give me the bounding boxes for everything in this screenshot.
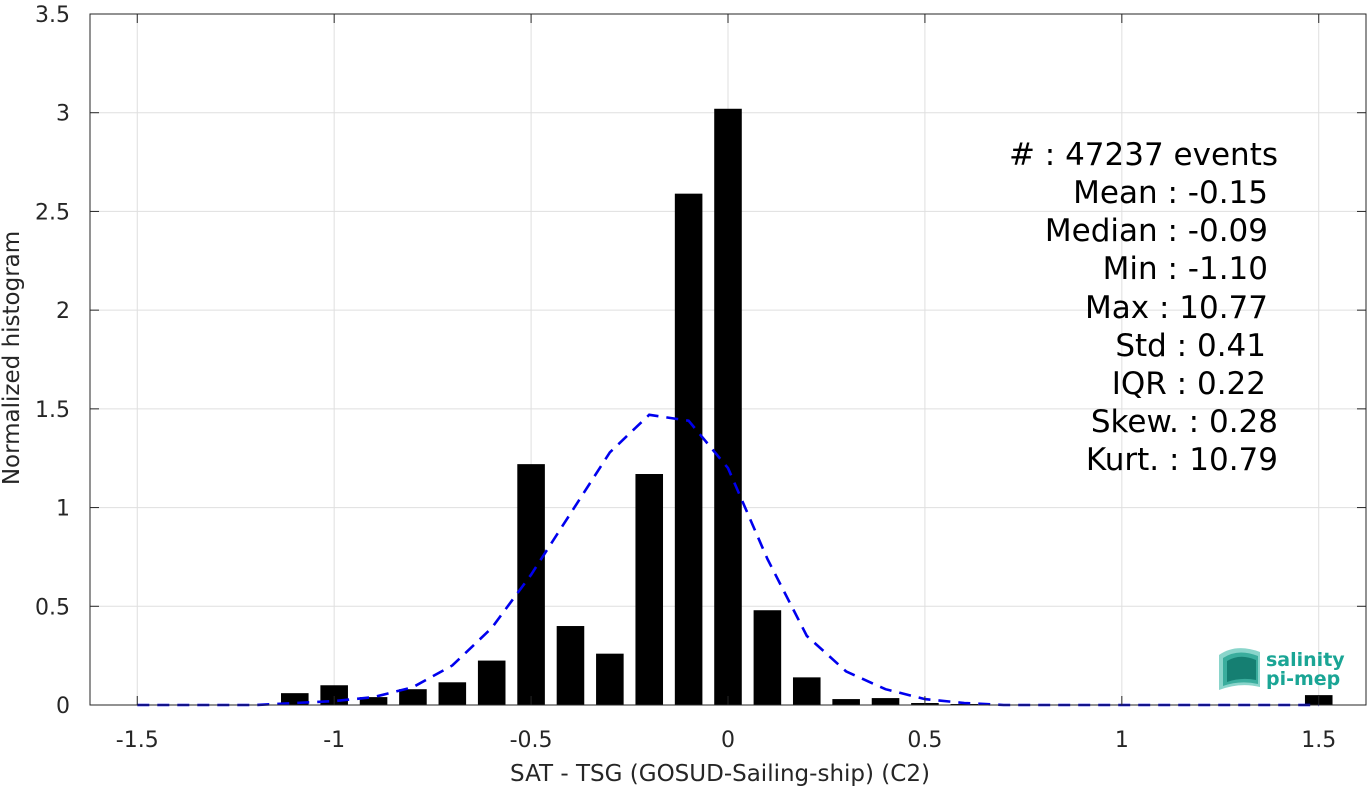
- histogram-bars: [281, 108, 1333, 706]
- stat-mean: Mean : -0.15: [1073, 175, 1268, 211]
- y-tick-label: 2: [56, 299, 70, 324]
- logo-text-salinity: salinity: [1266, 649, 1345, 671]
- x-tick-label: 1.5: [1301, 728, 1336, 753]
- x-tick-label: -0.5: [510, 728, 553, 753]
- stat-iqr: IQR : 0.22: [1112, 366, 1266, 402]
- stats-box: # : 47237 events Mean : -0.15 Median : -…: [1009, 137, 1278, 478]
- histogram-bar: [477, 660, 506, 705]
- histogram-bar: [635, 474, 664, 705]
- stat-max: Max : 10.77: [1085, 290, 1268, 326]
- stat-min: Min : -1.10: [1103, 251, 1268, 287]
- logo-wave-icon: [1219, 648, 1260, 690]
- histogram-bar: [517, 464, 545, 705]
- y-tick-label: 3.5: [35, 3, 70, 28]
- x-axis-label: SAT - TSG (GOSUD-Sailing-ship) (C2): [510, 761, 930, 787]
- x-tick-label: -1.5: [116, 728, 159, 753]
- y-tick-label: 3: [56, 102, 70, 127]
- stat-kurt: Kurt. : 10.79: [1086, 442, 1278, 478]
- histogram-bar: [359, 697, 388, 705]
- histogram-bar: [596, 653, 624, 705]
- y-tick-label: 1.5: [35, 398, 70, 423]
- histogram-bar: [714, 108, 742, 705]
- stat-std: Std : 0.41: [1115, 328, 1266, 364]
- x-tick-label: 0.5: [907, 728, 942, 753]
- y-tick-label: 0: [56, 694, 70, 719]
- histogram-bar: [871, 698, 900, 705]
- x-tick-label: -1: [323, 728, 345, 753]
- stat-count: # : 47237 events: [1009, 137, 1278, 173]
- histogram-bar: [832, 699, 860, 705]
- y-tick-label: 1: [56, 497, 70, 522]
- x-tick-label: 0: [721, 728, 735, 753]
- logo-text-pi-mep: pi-mep: [1266, 668, 1340, 690]
- y-tick-label: 0.5: [35, 595, 70, 620]
- y-tick-label: 2.5: [35, 200, 70, 225]
- histogram-bar: [792, 677, 821, 705]
- histogram-bar: [399, 689, 427, 705]
- histogram-bar: [674, 193, 703, 705]
- salinity-pi-mep-logo: salinity pi-mep: [1219, 648, 1345, 690]
- axis-ticks: -1.5 -1 -0.5 0 0.5 1 1.5 0 0.5 1 1.5 2 2.5 3 3.5: [35, 3, 1366, 753]
- x-tick-label: 1: [1115, 728, 1129, 753]
- stat-skew: Skew. : 0.28: [1091, 404, 1278, 440]
- y-axis-label: Normalized histogram: [0, 231, 25, 485]
- histogram-bar: [281, 693, 309, 705]
- histogram-bar: [438, 682, 467, 705]
- stat-median: Median : -0.09: [1045, 213, 1268, 249]
- histogram-bar: [556, 626, 585, 705]
- histogram-bar: [753, 610, 782, 705]
